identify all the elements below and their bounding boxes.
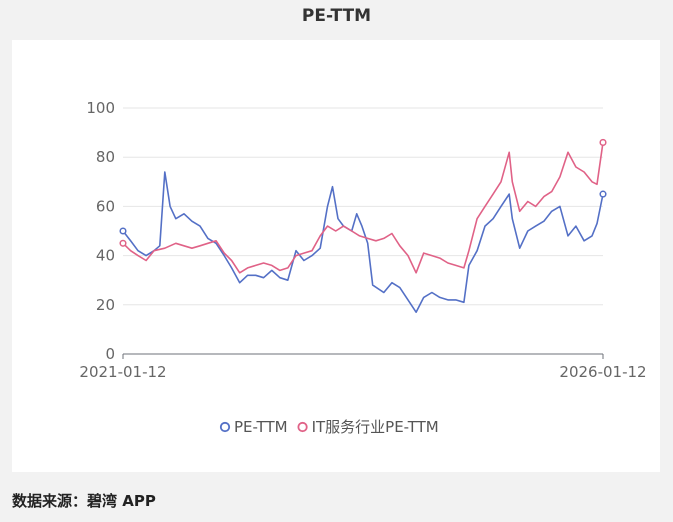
y-axis-labels: 0 20 40 60 80 100 <box>86 99 115 363</box>
legend-marker-icon <box>219 421 231 433</box>
series-layer <box>119 138 607 313</box>
series-end-point <box>599 190 607 198</box>
series-line-0 <box>122 171 604 313</box>
legend-item-0[interactable]: PE-TTM <box>219 418 288 436</box>
legend-label: PE-TTM <box>234 418 288 436</box>
series-end-point <box>599 138 607 146</box>
y-tick-label: 60 <box>96 197 115 215</box>
series-start-point <box>119 239 127 247</box>
y-tick-label: 20 <box>96 296 115 314</box>
line-chart: 0 20 40 60 80 100 2021-01-12 2026-01-12 PE-TTM… <box>79 99 647 436</box>
y-tick-label: 100 <box>86 99 115 117</box>
legend-item-1[interactable]: IT服务行业PE-TTM <box>297 418 439 436</box>
legend[interactable]: PE-TTM IT服务行业PE-TTM <box>219 418 439 436</box>
x-axis: 2021-01-12 2026-01-12 <box>79 353 647 381</box>
x-tick-label: 2021-01-12 <box>79 363 166 381</box>
source-footer: 数据来源：碧湾 APP <box>12 492 156 510</box>
grid-lines <box>123 107 603 306</box>
chart-panel: 0 20 40 60 80 100 2021-01-12 2026-01-12 PE-TTM… <box>12 40 660 472</box>
series-line-1 <box>122 142 604 274</box>
y-tick-label: 40 <box>96 247 115 265</box>
x-tick-label: 2026-01-12 <box>559 363 646 381</box>
y-tick-label: 80 <box>96 148 115 166</box>
legend-marker-icon <box>297 421 308 433</box>
y-tick-label: 0 <box>105 345 115 363</box>
legend-label: IT服务行业PE-TTM <box>312 418 439 436</box>
page-title: PE-TTM <box>301 6 372 26</box>
series-start-point <box>119 227 127 235</box>
